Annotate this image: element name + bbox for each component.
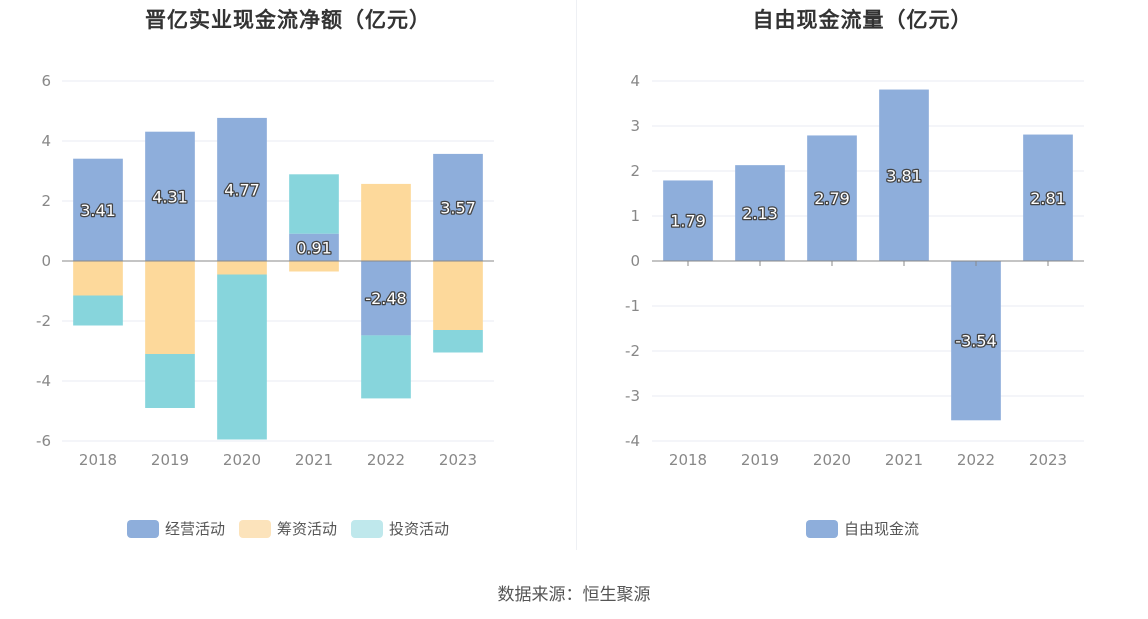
cashflow-chart-svg: -6 -4 -2 0 2 4 6 2018 2019 2020 2021 2022 2023 3.41 4.… <box>36 72 494 469</box>
bar-segment <box>217 117 267 262</box>
legend-item[interactable]: 经营活动 <box>126 518 225 539</box>
bar-segment <box>433 261 483 330</box>
y-tick-label: 4 <box>41 132 51 150</box>
y-tick-label: 3 <box>630 117 640 135</box>
bar-segment <box>145 131 195 261</box>
y-tick-label: 1 <box>630 207 640 225</box>
x-tick-label: 2022 <box>367 451 405 469</box>
bar-segment <box>289 233 339 261</box>
y-tick-label: 0 <box>630 252 640 270</box>
legend-label: 自由现金流 <box>843 520 919 538</box>
legend-swatch <box>805 519 838 538</box>
bar-segment <box>145 261 195 354</box>
x-tick-label: 2019 <box>151 451 189 469</box>
panel-divider <box>576 0 577 550</box>
legend-label: 投资活动 <box>389 520 450 538</box>
bar-segment <box>663 180 713 261</box>
bar-segment <box>951 261 1001 421</box>
bar-segment <box>73 158 123 261</box>
data-label: -2.48 <box>365 289 406 308</box>
bar-segment <box>807 135 857 261</box>
data-source: 数据来源：恒生聚源 <box>497 585 651 605</box>
legend-swatch <box>238 519 271 538</box>
x-tick-label: 2018 <box>669 451 707 469</box>
data-label: 0.91 <box>296 238 332 257</box>
data-label: 3.81 <box>886 166 922 185</box>
bar-segment <box>73 261 123 296</box>
x-tick-label: 2023 <box>1029 451 1067 469</box>
x-tick-label: 2020 <box>223 451 261 469</box>
legend-item[interactable]: 自由现金流 <box>805 518 919 539</box>
data-label: 2.79 <box>814 189 850 208</box>
x-tick-label: 2023 <box>439 451 477 469</box>
bar-segment <box>361 335 411 399</box>
bar-segment <box>289 261 339 272</box>
x-tick-label: 2021 <box>885 451 923 469</box>
bar-segment <box>1023 134 1073 261</box>
y-tick-label: -6 <box>36 432 51 450</box>
y-tick-label: 0 <box>41 252 51 270</box>
bar-segment <box>361 183 411 261</box>
bar-segment <box>217 261 267 275</box>
y-tick-label: -3 <box>625 387 640 405</box>
data-label: 2.81 <box>1030 189 1066 208</box>
x-tick-label: 2020 <box>813 451 851 469</box>
legend: 自由现金流 <box>577 518 1148 539</box>
chart-title: 晋亿实业现金流净额（亿元） <box>145 8 431 32</box>
y-tick-label: 2 <box>41 192 51 210</box>
bar-segment <box>289 174 339 234</box>
cashflow-chart-panel: 晋亿实业现金流净额（亿元） -6 -4 -2 0 2 4 6 2018 2019 2020 2021… <box>0 0 576 560</box>
chart-title: 自由现金流量（亿元） <box>752 8 973 32</box>
y-tick-label: -4 <box>36 372 51 390</box>
legend: 经营活动 筹资活动 投资活动 <box>0 518 576 539</box>
y-tick-label: 4 <box>630 72 640 90</box>
bar-segment <box>879 89 929 261</box>
data-label: 1.79 <box>670 212 706 231</box>
free-cashflow-chart-svg: -4 -3 -2 -1 0 1 2 3 4 2018 2019 2020 2021 2022 2023 1.7… <box>625 72 1084 469</box>
data-label: 2.13 <box>742 204 778 223</box>
data-label: 3.41 <box>80 201 116 220</box>
legend-item[interactable]: 投资活动 <box>351 518 449 539</box>
bar-segment <box>735 165 785 261</box>
bar-segment <box>217 274 267 440</box>
y-tick-label: -2 <box>625 342 640 360</box>
y-tick-label: -2 <box>36 312 51 330</box>
y-tick-label: 2 <box>630 162 640 180</box>
bar-segment <box>433 330 483 353</box>
bar-segment <box>361 261 411 336</box>
legend-label: 经营活动 <box>164 520 225 538</box>
bar-segment <box>145 354 195 408</box>
x-tick-label: 2021 <box>295 451 333 469</box>
legend-swatch <box>351 519 383 538</box>
legend-swatch <box>126 519 159 538</box>
data-label: 4.31 <box>152 187 188 206</box>
data-label: 3.57 <box>440 198 476 217</box>
legend-label: 筹资活动 <box>276 520 337 538</box>
free-cashflow-chart-panel: 自由现金流量（亿元） -4 -3 -2 -1 0 1 2 3 4 2018 2019 2020 2021… <box>577 0 1148 560</box>
y-tick-label: -1 <box>625 297 640 315</box>
x-tick-label: 2019 <box>741 451 779 469</box>
bar-segment <box>433 153 483 261</box>
x-tick-label: 2018 <box>79 451 117 469</box>
bar-segment <box>73 295 123 326</box>
data-label: 4.77 <box>224 180 260 199</box>
data-label: -3.54 <box>955 332 996 351</box>
legend-item[interactable]: 筹资活动 <box>238 518 337 539</box>
x-tick-label: 2022 <box>957 451 995 469</box>
y-tick-label: -4 <box>625 432 640 450</box>
y-tick-label: 6 <box>41 72 51 90</box>
